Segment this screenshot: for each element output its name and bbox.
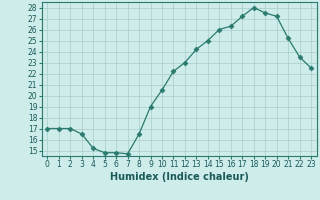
X-axis label: Humidex (Indice chaleur): Humidex (Indice chaleur): [110, 172, 249, 182]
